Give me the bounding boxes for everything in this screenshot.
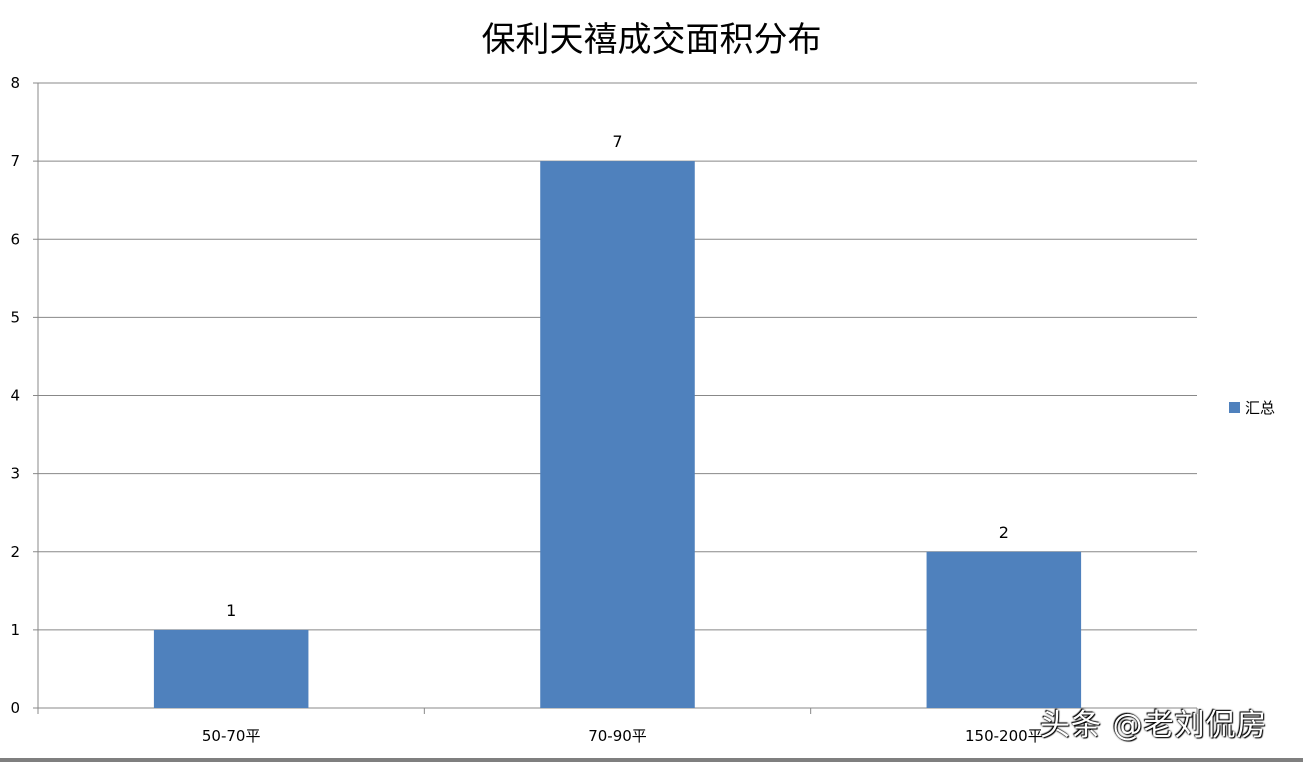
x-tick-label: 50-70平	[202, 727, 261, 745]
bottom-border	[0, 758, 1303, 762]
y-tick-label: 1	[10, 621, 20, 639]
y-tick-label: 3	[10, 465, 20, 483]
bar-50-70平	[153, 629, 309, 708]
y-tick-label: 5	[10, 308, 20, 326]
data-label: 1	[226, 601, 236, 620]
legend-label: 汇总	[1245, 399, 1276, 417]
x-tick-label: 150-200平	[965, 727, 1043, 745]
data-label: 7	[612, 132, 622, 151]
y-tick-label: 0	[10, 699, 20, 717]
y-tick-label: 7	[10, 152, 20, 170]
y-tick-label: 4	[10, 387, 20, 405]
legend-swatch	[1229, 402, 1240, 413]
y-tick-label: 6	[10, 230, 20, 248]
bar-150-200平	[926, 551, 1082, 708]
x-tick-label: 70-90平	[588, 727, 647, 745]
watermark: 头条 @老刘侃房	[1040, 708, 1268, 743]
legend: 汇总	[1229, 397, 1275, 418]
data-label: 2	[999, 523, 1009, 542]
bar-70-90平	[540, 161, 695, 708]
y-tick-label: 8	[10, 74, 20, 92]
chart-title: 保利天禧成交面积分布	[481, 20, 822, 60]
y-tick-label: 2	[10, 543, 20, 561]
